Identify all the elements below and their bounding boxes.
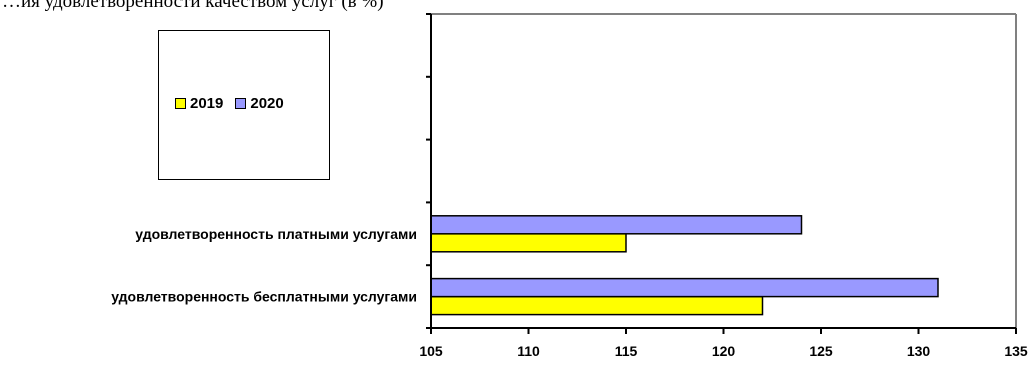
category-label: удовлетворенность платными услугами bbox=[135, 226, 417, 242]
bars bbox=[430, 215, 939, 316]
bar-2020-cat0 bbox=[430, 277, 939, 298]
x-tick-label: 115 bbox=[615, 343, 638, 359]
x-tick-label: 135 bbox=[1004, 343, 1028, 359]
bar-2019-cat0 bbox=[430, 295, 764, 316]
x-tick-label: 110 bbox=[517, 343, 540, 359]
x-tick-label: 125 bbox=[809, 343, 833, 359]
x-tick-label: 120 bbox=[712, 343, 736, 359]
legend-swatch-2019 bbox=[175, 98, 186, 109]
legend-swatch-2020 bbox=[235, 98, 247, 109]
axes bbox=[426, 13, 1017, 334]
plot-area bbox=[431, 13, 1017, 328]
x-tick-labels: 105 110 115 120 125 130 135 bbox=[419, 343, 1028, 359]
legend-item-2019: 2019 bbox=[175, 95, 223, 112]
bar-2019-cat1 bbox=[430, 233, 627, 253]
x-tick-label: 105 bbox=[419, 343, 443, 359]
category-labels: удовлетворенность бесплатными услугами уд… bbox=[111, 226, 417, 305]
legend-item-2020: 2020 bbox=[235, 95, 284, 112]
bar-2020-cat1 bbox=[430, 215, 803, 235]
legend-label-2019: 2019 bbox=[190, 95, 224, 112]
legend-items: 2019 2020 bbox=[175, 95, 284, 112]
category-label: удовлетворенность бесплатными услугами bbox=[111, 289, 417, 305]
x-tick-label: 130 bbox=[907, 343, 931, 359]
chart-legend: 2019 2020 bbox=[158, 30, 330, 180]
legend-label-2020: 2020 bbox=[250, 95, 284, 112]
header-text: …ия удовлетворенности качеством услуг (в… bbox=[2, 0, 384, 12]
